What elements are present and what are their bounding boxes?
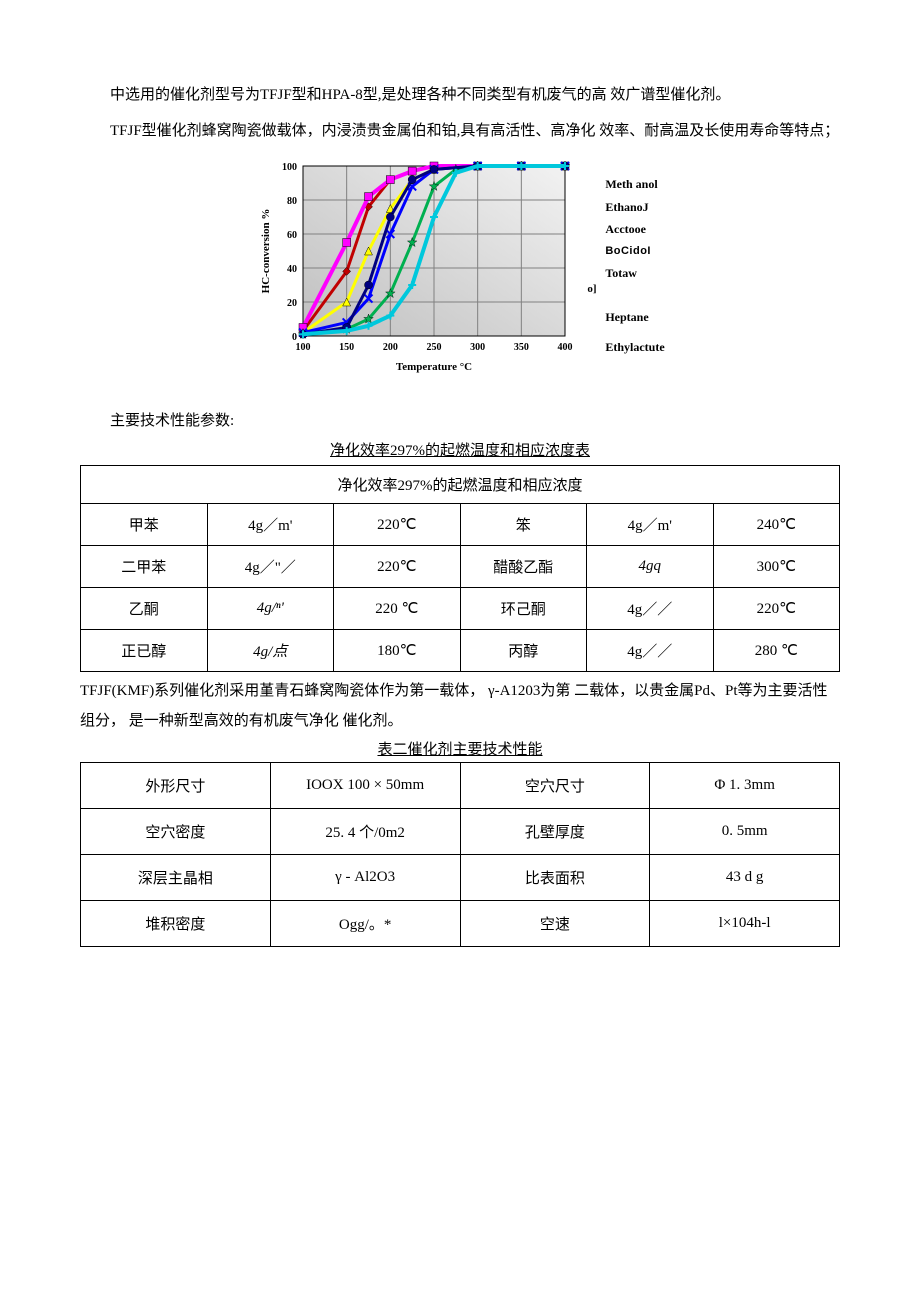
svg-text:150: 150 <box>339 342 354 353</box>
table-cell: 堆积密度 <box>81 901 271 947</box>
svg-text:100: 100 <box>296 342 311 353</box>
table-cell: 二甲苯 <box>81 546 208 588</box>
table-cell: 4g／m' <box>207 504 334 546</box>
table-cell: γ - Al2O3 <box>270 855 460 901</box>
svg-text:80: 80 <box>287 196 297 207</box>
table-cell: 甲苯 <box>81 504 208 546</box>
table-cell: 正已醇 <box>81 630 208 672</box>
svg-text:250: 250 <box>427 342 442 353</box>
table-cell: 4g／／ <box>587 588 714 630</box>
table-cell: 43 d g <box>650 855 840 901</box>
table-cell: 180℃ <box>334 630 461 672</box>
svg-text:400: 400 <box>558 342 573 353</box>
table1-header: 净化效率297%的起燃温度和相应浓度 <box>81 466 840 504</box>
table-cell: 空穴尺寸 <box>460 763 650 809</box>
table-cell: 醋酸乙酯 <box>460 546 587 588</box>
intro-paragraph-2: TFJF型催化剂蜂窝陶瓷做载体，内浸渍贵金属伯和铂,具有高活性、高净化 效率、耐… <box>80 116 840 146</box>
table-cell: 220℃ <box>334 546 461 588</box>
legend-item: Meth anol <box>605 173 664 196</box>
table-cell: 220℃ <box>713 588 840 630</box>
legend-item: Acctooe <box>605 218 664 241</box>
svg-text:HC-conversion %: HC-conversion % <box>260 209 272 294</box>
svg-text:300: 300 <box>470 342 485 353</box>
table-cell: 300℃ <box>713 546 840 588</box>
table-cell: 乙酮 <box>81 588 208 630</box>
svg-text:20: 20 <box>287 298 297 309</box>
conversion-chart-block: 100 150 200 250 300 350 400 0 20 40 60 80 100 Tempera… <box>80 156 840 376</box>
table-cell: 丙醇 <box>460 630 587 672</box>
table-cell: Ogg/。* <box>270 901 460 947</box>
table-cell: 4g/点 <box>207 630 334 672</box>
chart-legend: Meth anol EthanoJ Acctooe BoCidoI Totaw … <box>605 173 664 360</box>
table-cell: 空穴密度 <box>81 809 271 855</box>
table-cell: 4g／／ <box>587 630 714 672</box>
table-cell: 280 ℃ <box>713 630 840 672</box>
intro-paragraph-1: 中选用的催化剂型号为TFJF型和HPA-8型,是处理各种不同类型有机废气的高 效… <box>80 80 840 110</box>
between-tables-paragraph: TFJF(KMF)系列催化剂采用堇青石蜂窝陶瓷体作为第一载体， γ-A1203为… <box>80 676 840 736</box>
conversion-chart: 100 150 200 250 300 350 400 0 20 40 60 80 100 Tempera… <box>255 156 575 376</box>
table-cell: 比表面积 <box>460 855 650 901</box>
table-cell: 环己酮 <box>460 588 587 630</box>
svg-text:60: 60 <box>287 230 297 241</box>
legend-item: BoCidoI <box>605 241 664 262</box>
table-cell: 4g／m' <box>587 504 714 546</box>
svg-text:200: 200 <box>383 342 398 353</box>
svg-text:100: 100 <box>282 162 297 173</box>
legend-item: EthanoJ <box>605 196 664 219</box>
table-cell: 220℃ <box>334 504 461 546</box>
table-cell: 0. 5mm <box>650 809 840 855</box>
svg-text:0: 0 <box>292 332 297 343</box>
svg-text:350: 350 <box>514 342 529 353</box>
table-cell: 4gq <box>587 546 714 588</box>
table-cell: 孔壁厚度 <box>460 809 650 855</box>
table-cell: 空速 <box>460 901 650 947</box>
svg-text:40: 40 <box>287 264 297 275</box>
table-cell: Φ 1. 3mm <box>650 763 840 809</box>
ignition-temp-table: 净化效率297%的起燃温度和相应浓度 甲苯 4g／m' 220℃ 笨 4g／m'… <box>80 465 840 672</box>
table-cell: l×104h-l <box>650 901 840 947</box>
table-cell: 4g/ⁿ' <box>207 588 334 630</box>
table-cell: 深层主晶相 <box>81 855 271 901</box>
table2-caption: 表二催化剂主要技术性能 <box>80 738 840 762</box>
table-cell: 笨 <box>460 504 587 546</box>
table-cell: 220 ℃ <box>334 588 461 630</box>
section-label: 主要技术性能参数: <box>80 406 840 436</box>
legend-item: Ethylactute <box>605 336 664 359</box>
table-cell: IOOX 100 × 50mm <box>270 763 460 809</box>
table-cell: 外形尺寸 <box>81 763 271 809</box>
legend-item: Heptane <box>605 306 664 329</box>
table1-caption: 净化效率297%的起燃温度和相应浓度表 <box>80 438 840 465</box>
table-cell: 4g／"／ <box>207 546 334 588</box>
table-cell: 25. 4 个/0m2 <box>270 809 460 855</box>
catalyst-spec-table: 外形尺寸 IOOX 100 × 50mm 空穴尺寸 Φ 1. 3mm 空穴密度 … <box>80 762 840 947</box>
table-cell: 240℃ <box>713 504 840 546</box>
svg-text:Temperature °C: Temperature °C <box>396 361 472 373</box>
